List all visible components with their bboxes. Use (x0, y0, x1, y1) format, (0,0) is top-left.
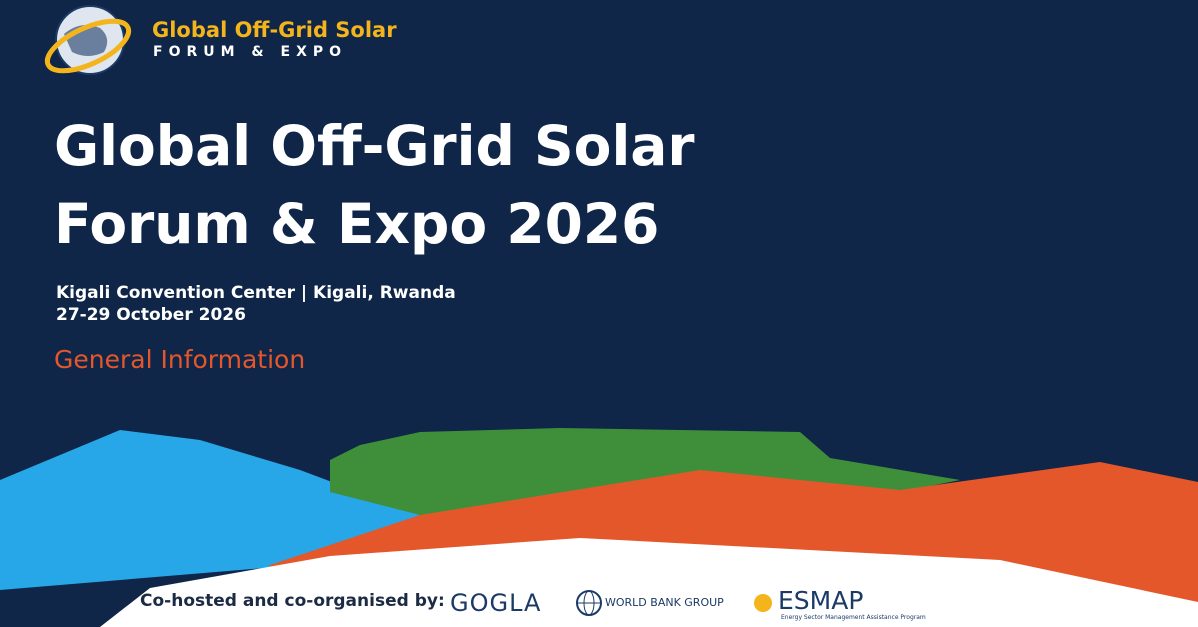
logo-subtitle: FORUM & EXPO (153, 44, 348, 60)
esmap-sun (754, 594, 772, 612)
partner-logo: WORLD BANK GROUP (605, 596, 724, 609)
partner-logo: ESMAP (778, 586, 864, 615)
date: 27-29 October 2026 (56, 305, 246, 325)
logo-globe (44, 5, 132, 75)
wb-globe (576, 590, 602, 616)
heading-line: Global Off-Grid Solar (54, 114, 695, 178)
partner-logo: GOGLA (450, 589, 542, 617)
heading-line: Forum & Expo 2026 (54, 192, 660, 256)
venue: Kigali Convention Center | Kigali, Rwand… (56, 283, 456, 303)
section-title: General Information (54, 345, 306, 374)
footer-label: Co-hosted and co-organised by: (140, 591, 445, 611)
white-ground (100, 538, 1198, 627)
partner-subtitle: Energy Sector Management Assistance Prog… (781, 614, 926, 621)
logo-title: Global Off-Grid Solar (152, 18, 397, 42)
